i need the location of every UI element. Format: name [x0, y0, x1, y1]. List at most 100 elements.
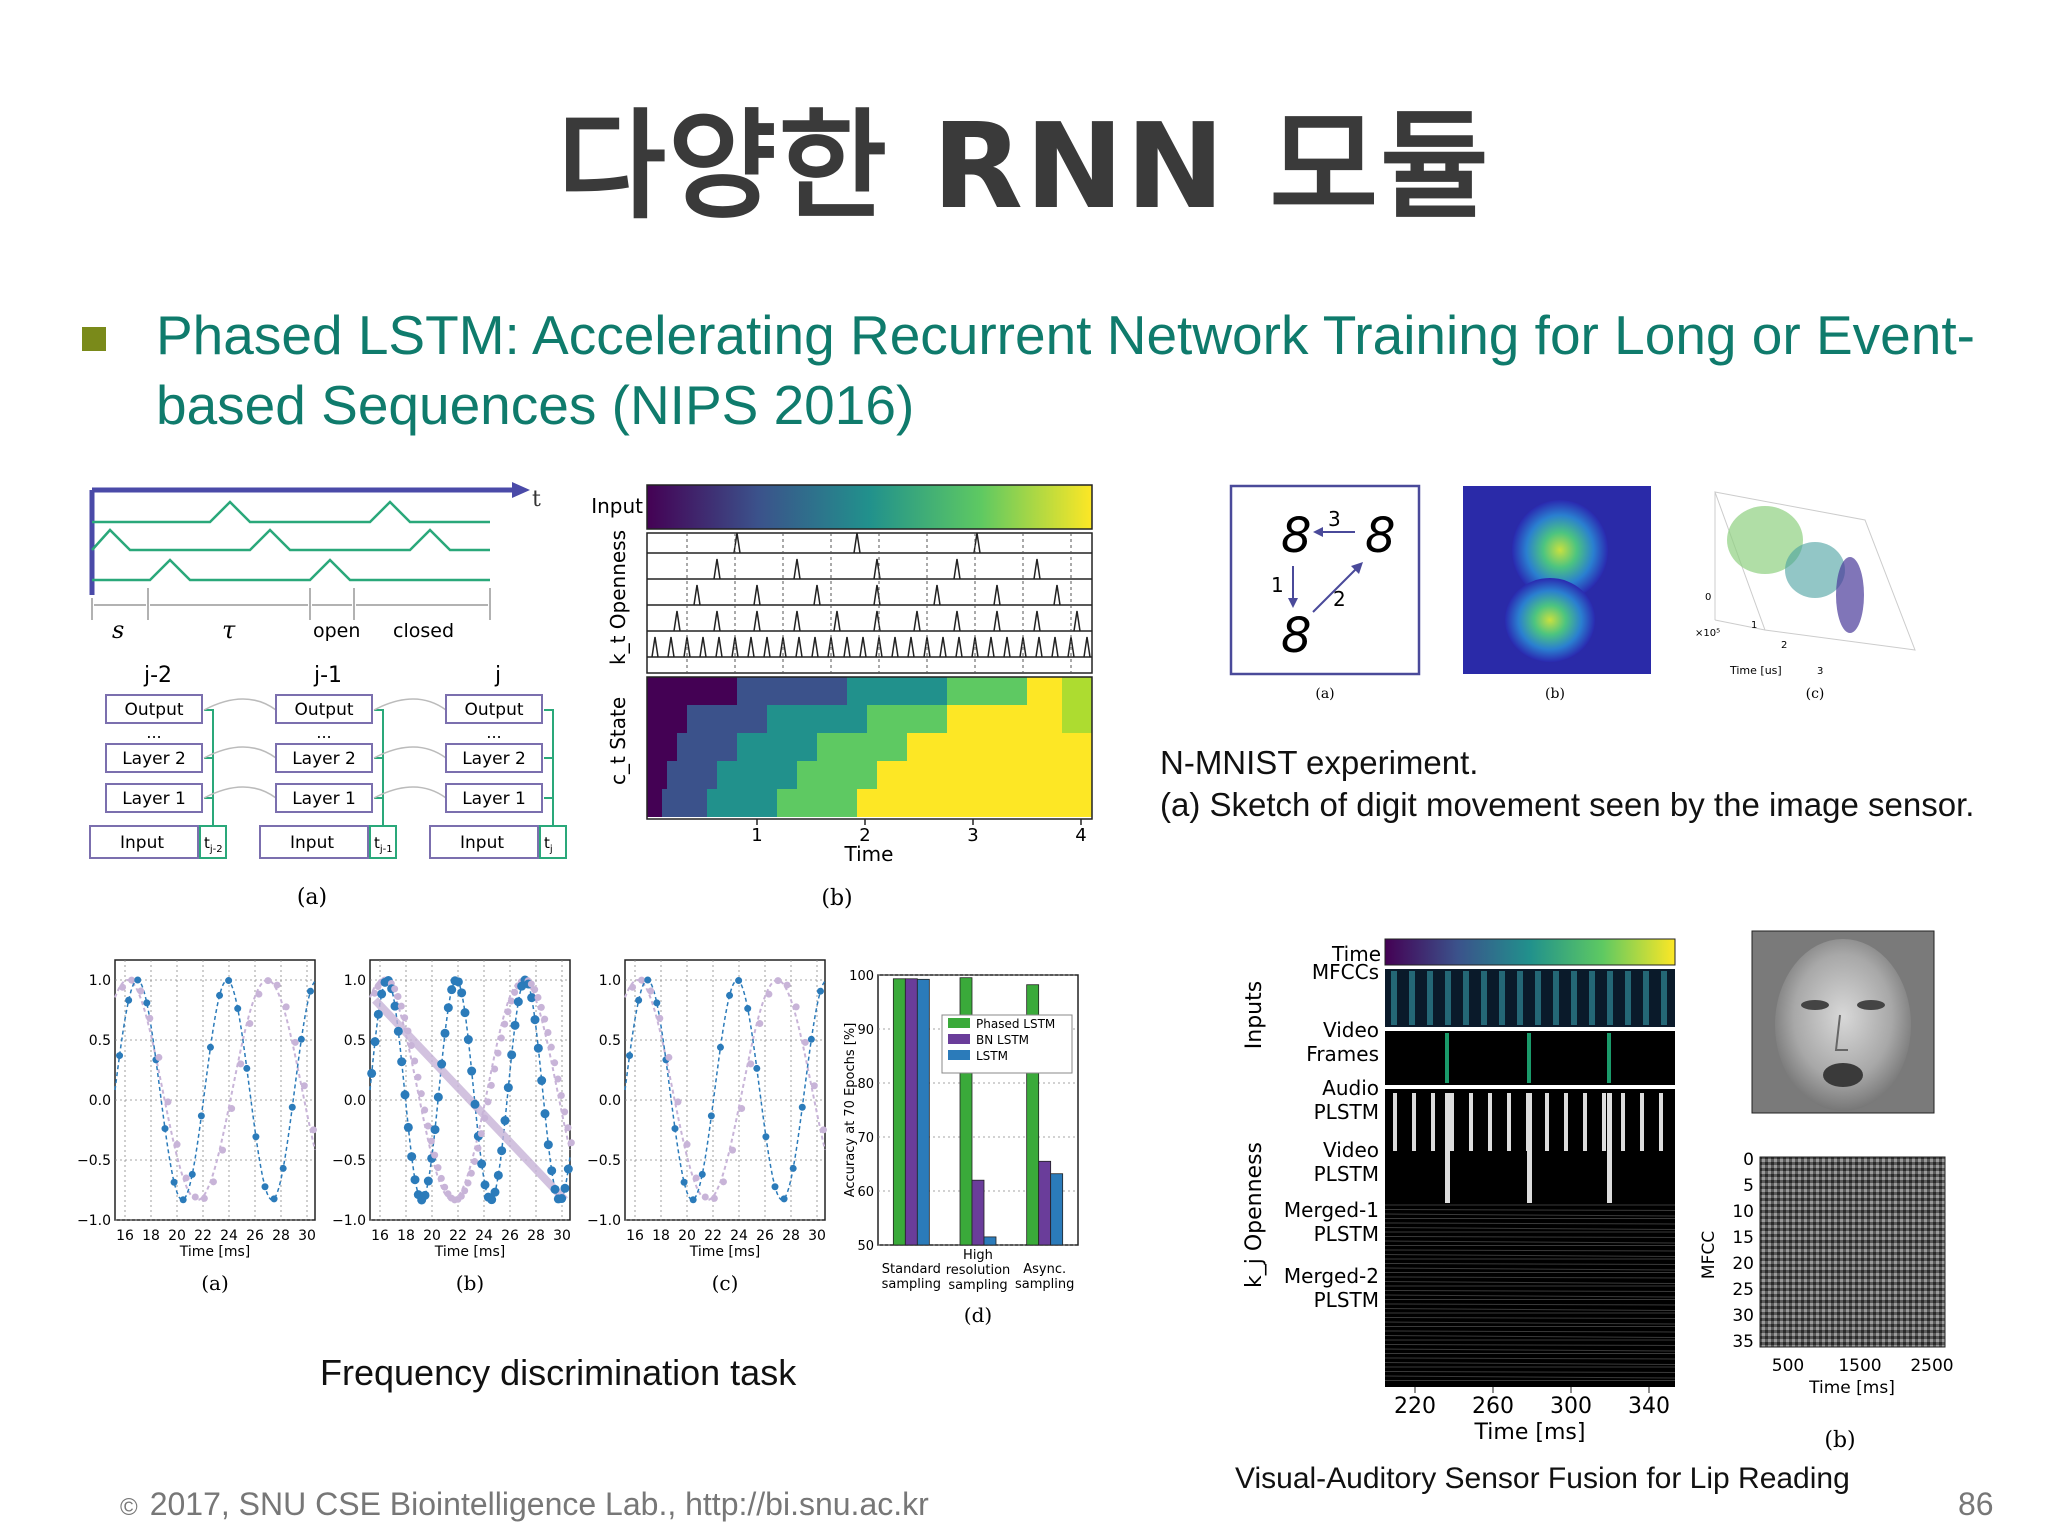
layer-label: Layer 2 [292, 749, 356, 769]
freq-ytick: −1.0 [77, 1213, 111, 1229]
openness-spike [763, 636, 771, 658]
bar-legend: Phased LSTM BN LSTM LSTM [941, 1014, 1073, 1074]
freq-sample-dot [537, 1076, 547, 1086]
bar-category-label: Async. [1023, 1262, 1066, 1277]
freq-xlabel: Time [ms] [434, 1244, 506, 1260]
bar-category-label: sampling [948, 1278, 1007, 1293]
freq-ytick: 0.0 [89, 1093, 111, 1109]
freq-sample-dot [653, 999, 661, 1007]
freq-sample-dot [243, 1064, 251, 1072]
bar-ylabel: Accuracy at 70 Epochs [%] [843, 1023, 858, 1198]
openness-tick: 3 [967, 825, 978, 846]
layer-ellipsis: ... [316, 723, 331, 742]
bar-ytick: 50 [857, 1239, 874, 1254]
layer-box [105, 694, 203, 724]
openness-axis-label: k_t Openness [606, 530, 630, 665]
footer-text: 2017, SNU CSE Biointelligence Lab., http… [149, 1486, 929, 1522]
freq-sample-dot [367, 1068, 377, 1078]
openness-spike [859, 636, 867, 658]
freq-sample-dot [671, 1125, 679, 1133]
slide-title: 다양한 RNN 모듈 [557, 97, 1491, 235]
legend-swatch [948, 1034, 970, 1044]
c-axis-tick-2: 2 [1781, 640, 1787, 651]
freq-sample-dot [297, 1035, 305, 1043]
frequency-panels: 1.0 0.5 0.0 −0.5 −1.0 16 18 20 22 24 26 28 30 Time [m… [77, 959, 827, 1295]
lip-xtick: 220 [1394, 1394, 1436, 1419]
bar-ytick: 100 [849, 969, 874, 984]
state-cell [647, 677, 737, 705]
timing-sub-label: (a) [297, 885, 327, 910]
nmnist-sub-c: (c) [1806, 686, 1825, 702]
mfcc-ytick: 35 [1732, 1332, 1754, 1352]
openness-spike [753, 610, 761, 632]
freq-sample-dot [373, 1009, 383, 1019]
layer-label: Layer 1 [292, 789, 356, 809]
freq-xtick: 22 [449, 1228, 467, 1244]
bar-ytick: 80 [857, 1077, 874, 1092]
freq-xtick: 28 [527, 1228, 545, 1244]
freq-sample-dot [626, 1052, 634, 1060]
lip-row-label: Merged-1 [1284, 1198, 1379, 1222]
nmnist-caption: N-MNIST experiment. (a) Sketch of digit … [1160, 742, 2030, 826]
mfcc-ytick: 0 [1743, 1150, 1754, 1170]
lip-row-label: PLSTM [1314, 1162, 1379, 1186]
freq-sample-dot [463, 1035, 473, 1045]
layer-label: Output [294, 700, 353, 720]
freq-sample-dot [370, 1037, 380, 1047]
freq-sample-dot [493, 1170, 503, 1180]
layer-box [445, 743, 543, 773]
freq-xtick: 20 [168, 1228, 186, 1244]
digit-8-topright: 8 [1365, 508, 1396, 564]
openness-tick: 1 [751, 825, 762, 846]
freq-xtick: 28 [272, 1228, 290, 1244]
legend-swatch [948, 1018, 970, 1028]
freq-sample-dot [680, 1178, 688, 1186]
openness-spike [1073, 610, 1081, 632]
mfcc-xlabel: Time [ms] [1808, 1378, 1895, 1398]
layer-label: Output [464, 700, 523, 720]
freq-ytick: 0.0 [599, 1093, 621, 1109]
column-label-1: j-1 [313, 663, 342, 688]
freq-sample-dot [206, 1043, 214, 1051]
freq-sample-dot [762, 1133, 770, 1141]
legend-swatch [948, 1050, 970, 1060]
c-axis-tick-3: 3 [1817, 666, 1823, 677]
freq-sample-dot [420, 1190, 430, 1200]
input-box-label: Input [120, 833, 164, 853]
openness-spike [953, 610, 961, 632]
bar-0-0 [892, 978, 906, 1246]
state-cell [647, 733, 677, 761]
openness-state-figure: Input k_t Openness c_t State 1 2 3 4 Time (… [591, 484, 1093, 911]
lipreading-face-mfcc-figure: 0 5 10 15 20 25 30 35 MFCC 500 1500 2500 Time [ms] (b… [1699, 930, 1954, 1453]
input-box-label: Input [290, 833, 334, 853]
lip-xtick: 300 [1550, 1394, 1592, 1419]
mfcc-ylabel: MFCC [1699, 1231, 1719, 1279]
bullet-square-icon [82, 327, 106, 351]
freq-sample-dot [225, 977, 233, 985]
openness-spike [993, 584, 1001, 606]
lip-xtick: 260 [1472, 1394, 1514, 1419]
freq-xlabel: Time [ms] [689, 1244, 761, 1260]
lip-row-label: PLSTM [1314, 1222, 1379, 1246]
lip-row-label: Video [1323, 1138, 1379, 1162]
bar-category-label: sampling [882, 1277, 941, 1292]
openness-spike [933, 584, 941, 606]
freq-sample-dot [270, 1195, 278, 1203]
legend-label-1: BN LSTM [976, 1033, 1029, 1047]
bar-category-label: Standard [882, 1262, 941, 1277]
freq-sample-dot [744, 1005, 752, 1013]
freq-sample-dot [410, 1175, 420, 1185]
mfcc-ytick: 15 [1732, 1228, 1754, 1248]
freq-sample-dot [477, 1159, 487, 1169]
page-number: 86 [1958, 1486, 1994, 1522]
freq-sample-dot [261, 1183, 269, 1191]
state-cell [647, 761, 667, 789]
lip-sub-a: (a) [1450, 1454, 1480, 1455]
lip-row-label: Audio [1322, 1076, 1379, 1100]
freq-sample-dot [116, 1052, 124, 1060]
freq-sample-dot [447, 985, 457, 995]
freq-panel-1: 1.0 0.5 0.0 −0.5 −1.0 16 18 20 22 24 26 28 30 Time [m… [332, 959, 575, 1295]
freq-sample-dot [540, 1109, 550, 1119]
freq-xtick: 16 [116, 1228, 134, 1244]
freq-sample-dot [490, 1187, 500, 1197]
